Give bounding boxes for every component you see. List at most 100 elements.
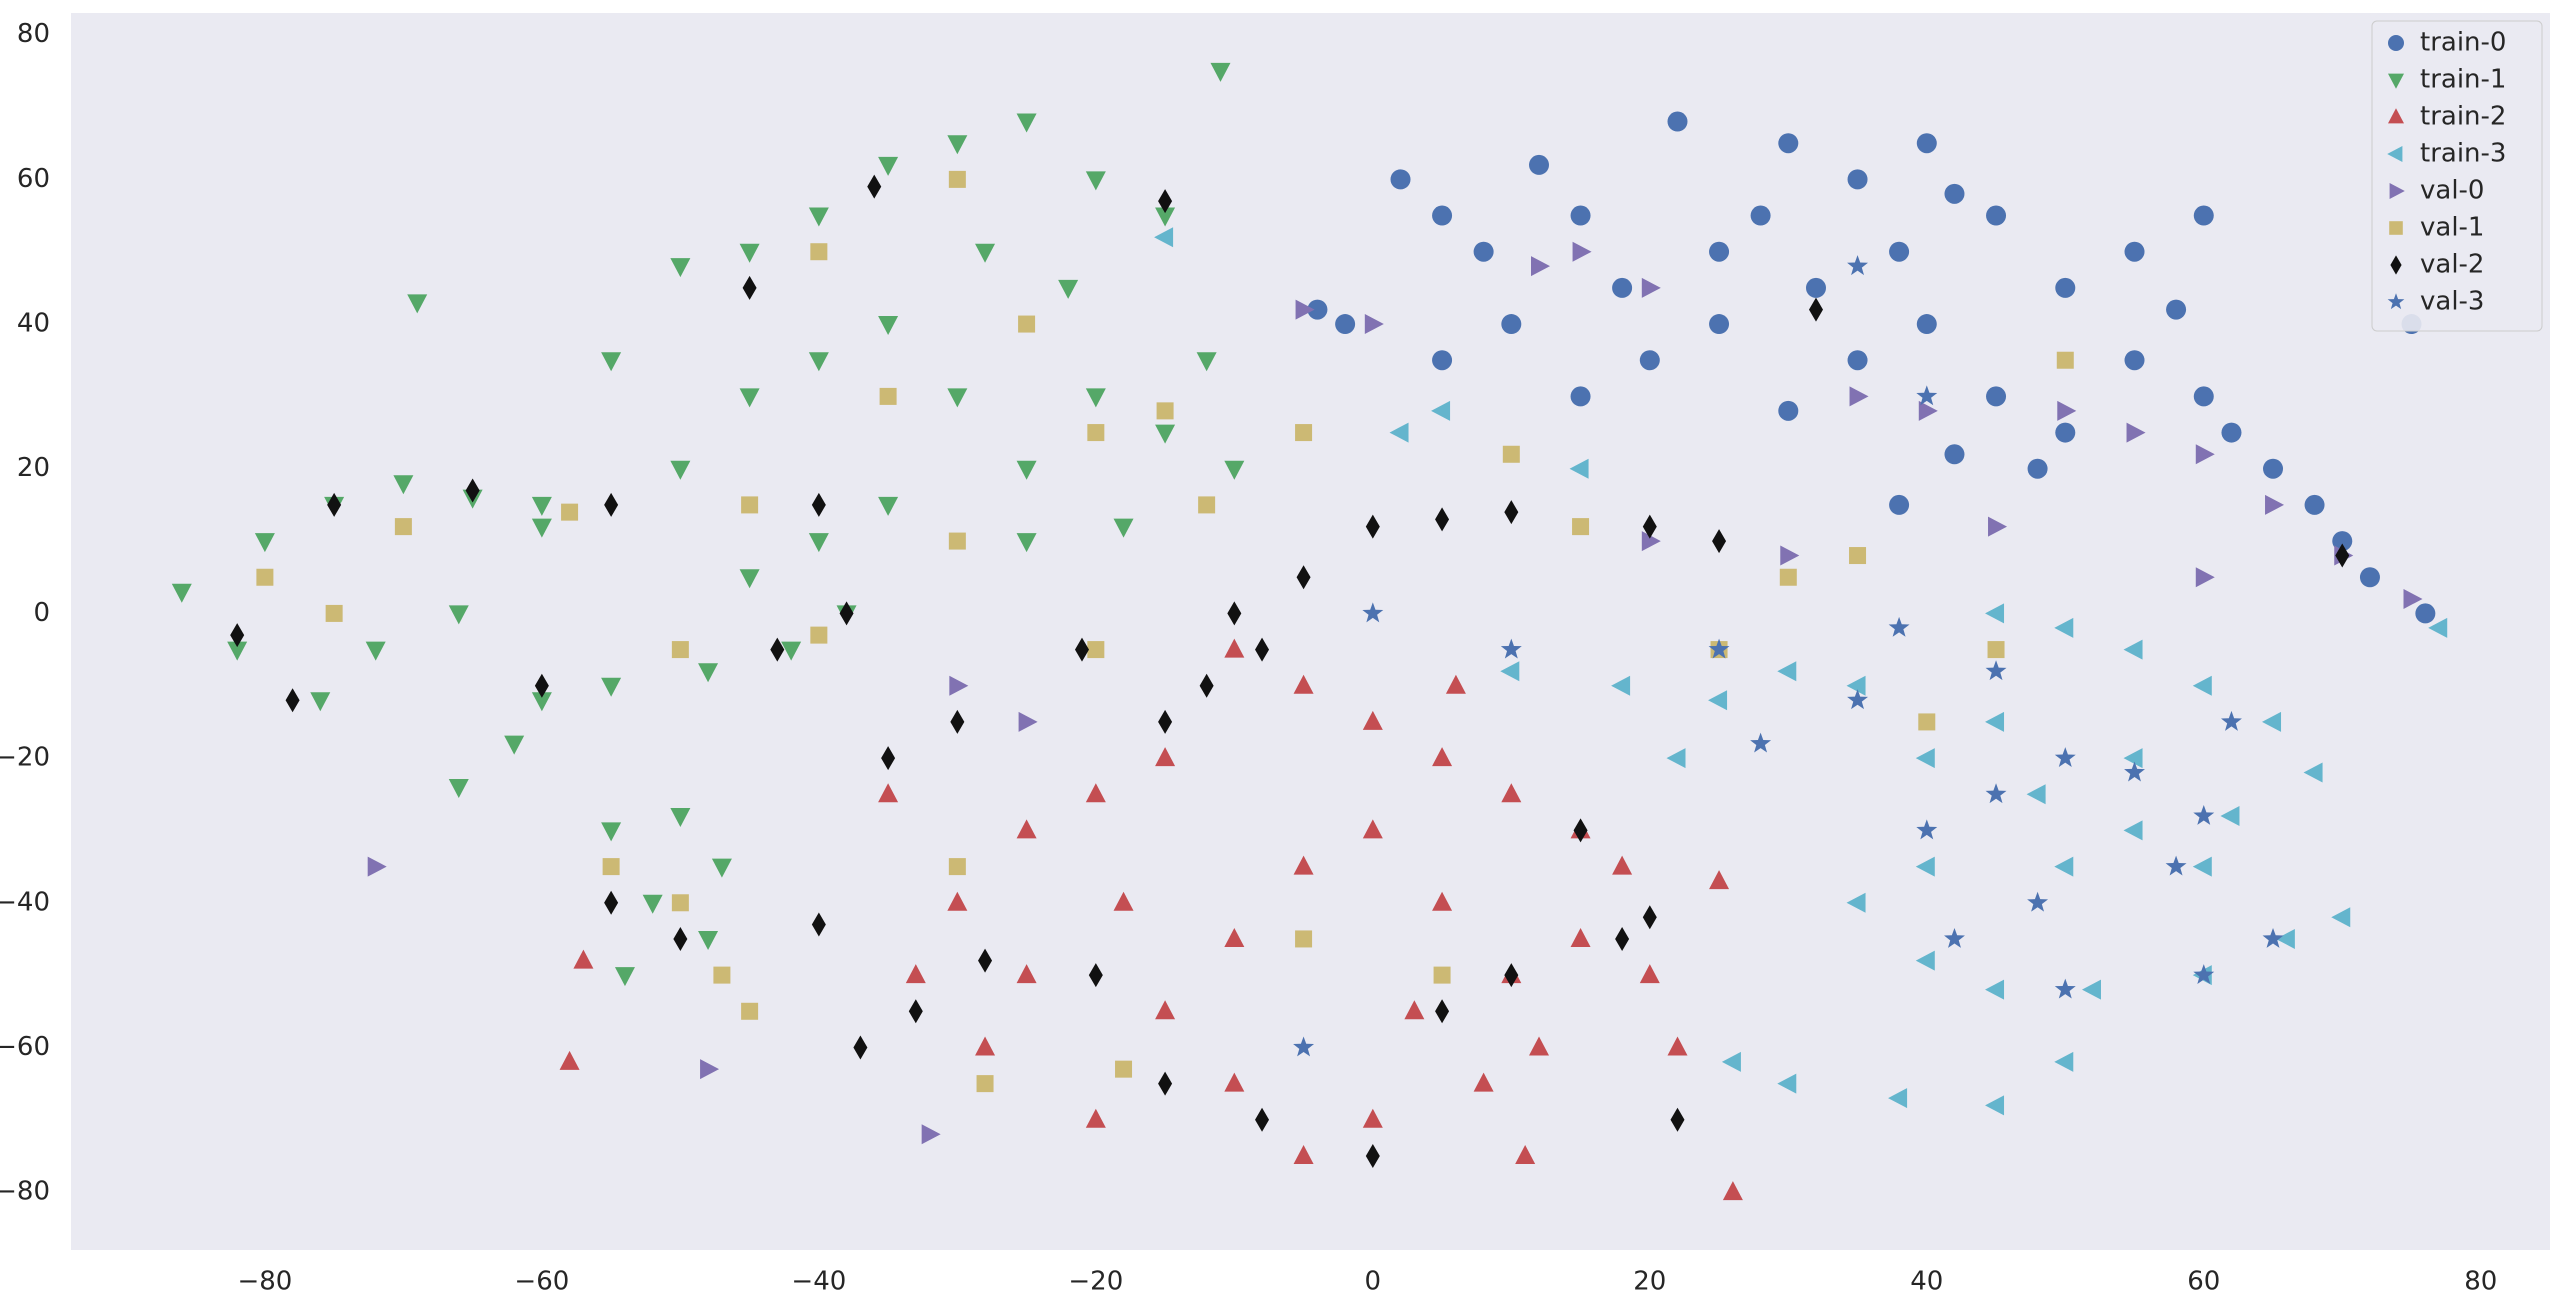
point [671, 894, 689, 912]
point [2055, 422, 2076, 443]
point [670, 460, 691, 480]
point [2124, 241, 2145, 262]
point [1944, 927, 1965, 948]
point [601, 677, 622, 697]
point [1849, 547, 1867, 565]
x-tick-label: 0 [1365, 1267, 1382, 1297]
point [2192, 675, 2212, 696]
point [2193, 205, 2214, 226]
x-tick-label: −20 [1068, 1267, 1123, 1297]
point [601, 822, 622, 842]
point [811, 912, 826, 937]
point [1642, 905, 1657, 930]
point [947, 135, 968, 155]
legend-marker [2390, 255, 2402, 275]
point [1569, 458, 1589, 479]
point [1641, 531, 1661, 552]
point [573, 949, 594, 969]
point [1985, 979, 2005, 1000]
point [2054, 1051, 2074, 1072]
point [2054, 617, 2074, 638]
point [1362, 819, 1383, 839]
point [1473, 241, 1494, 262]
point [2193, 804, 2215, 825]
point [1985, 660, 2007, 681]
point [1158, 709, 1173, 734]
y-tick-label: 20 [17, 453, 50, 483]
point [1431, 400, 1451, 421]
y-tick-label: 80 [17, 19, 50, 49]
point [1504, 500, 1519, 525]
point [1570, 205, 1591, 226]
point [1087, 424, 1105, 442]
point [713, 966, 731, 984]
point [465, 478, 480, 503]
point [2027, 458, 2048, 479]
point [879, 387, 897, 405]
point [741, 1002, 759, 1020]
point [2220, 805, 2240, 826]
point [1847, 350, 1868, 371]
point [949, 675, 969, 696]
point [394, 518, 412, 536]
point [1709, 870, 1730, 890]
point [2195, 444, 2215, 465]
legend-label: val-2 [2420, 250, 2484, 280]
point [1501, 314, 1522, 335]
legend [2371, 20, 2543, 332]
point [1987, 641, 2005, 659]
point [1916, 314, 1937, 335]
legend-marker [2388, 35, 2404, 51]
point [978, 948, 993, 973]
point [948, 170, 966, 188]
point [808, 207, 829, 227]
point [1389, 422, 1409, 443]
point [1612, 277, 1633, 298]
point [975, 1036, 996, 1056]
y-tick-label: 40 [17, 309, 50, 339]
point [878, 783, 899, 803]
point [2221, 710, 2242, 731]
point [673, 926, 688, 951]
point [739, 569, 760, 589]
point [839, 601, 854, 626]
point [810, 626, 828, 644]
y-tick-label: 0 [33, 598, 50, 628]
legend-marker [2389, 183, 2405, 199]
point [948, 858, 966, 876]
x-tick-label: −60 [514, 1267, 569, 1297]
point [1018, 315, 1036, 333]
legend-marker [2387, 293, 2405, 310]
point [2332, 531, 2353, 552]
point [1777, 1073, 1797, 1094]
point [1445, 674, 1466, 694]
point [1529, 1036, 1550, 1056]
point [1570, 386, 1591, 407]
point [1988, 516, 2008, 537]
point [367, 856, 387, 877]
point [1529, 154, 1550, 175]
point [1199, 673, 1214, 698]
point [947, 891, 968, 911]
point [1154, 227, 1174, 248]
point [1501, 783, 1522, 803]
point [975, 243, 996, 263]
point [1307, 299, 1328, 320]
point [867, 174, 882, 199]
legend-label: val-1 [2420, 213, 2484, 243]
point [811, 492, 826, 517]
point [504, 735, 525, 755]
x-tick-label: 60 [2187, 1267, 2220, 1297]
point [2123, 639, 2143, 660]
point [878, 156, 899, 176]
point [1750, 732, 1772, 753]
legend-marker [2388, 108, 2404, 124]
point [1255, 1107, 1270, 1132]
point [1335, 314, 1356, 335]
point [739, 388, 760, 408]
point [602, 858, 620, 876]
point [531, 518, 552, 538]
point [947, 388, 968, 408]
point [711, 858, 732, 878]
point [1362, 602, 1384, 623]
